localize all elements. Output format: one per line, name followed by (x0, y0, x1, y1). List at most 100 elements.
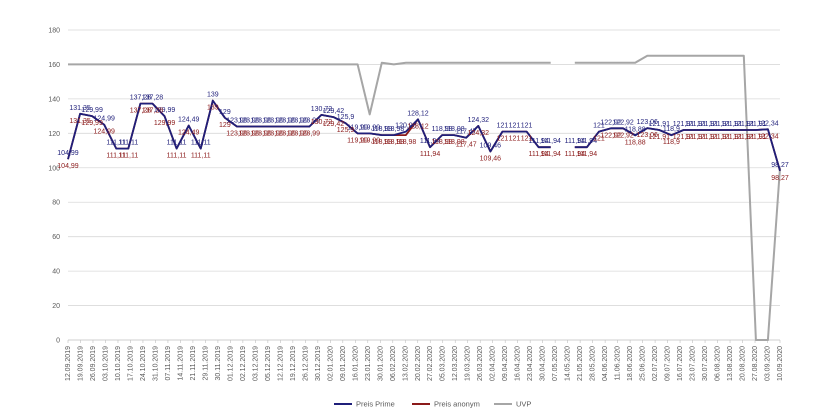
data-label-anonym: 118,98 (395, 139, 416, 146)
x-tick-label: 28.05.2020 (590, 346, 597, 381)
data-label-anonym: 121,91 (709, 134, 731, 141)
x-tick-label: 30.01.2020 (377, 346, 384, 381)
x-tick-label: 09.07.2020 (665, 346, 672, 381)
data-label-prime: 121,91 (745, 121, 767, 128)
data-label-prime: 121 (497, 123, 509, 130)
y-tick-label: 0 (56, 338, 60, 345)
x-tick-label: 18.06.2020 (627, 346, 634, 381)
data-label-prime: 129,42 (323, 108, 345, 115)
data-label-anonym: 121,91 (649, 134, 671, 141)
x-tick-label: 06.02.2020 (390, 346, 397, 381)
data-label-anonym: 124,32 (468, 130, 490, 137)
data-label-anonym: 137,28 (130, 108, 152, 115)
data-label-anonym: 121,91 (745, 134, 767, 141)
data-label-prime: 122,92 (600, 119, 622, 126)
data-label-prime: 129,99 (154, 107, 176, 114)
data-label-prime: 118,88 (625, 126, 646, 133)
x-tick-label: 17.10.2019 (127, 346, 134, 381)
x-tick-label: 10.09.2020 (777, 346, 784, 381)
x-tick-label: 14.05.2020 (565, 346, 572, 381)
data-label-prime: 121,91 (673, 121, 695, 128)
data-label-prime: 111,94 (577, 138, 597, 145)
data-label-prime: 111,94 (420, 138, 440, 145)
data-label-anonym: 121,91 (697, 134, 719, 141)
y-tick-label: 100 (48, 165, 60, 172)
data-label-prime: 118,98 (444, 126, 465, 133)
series-lines (67, 54, 781, 341)
x-tick-label: 23.01.2020 (365, 346, 372, 381)
data-label-anonym: 123,99 (226, 130, 248, 137)
x-tick-label: 20.02.2020 (415, 346, 422, 381)
data-label-prime: 123,99 (275, 117, 297, 124)
data-label-anonym: 111,11 (106, 153, 126, 160)
data-label-anonym: 123,99 (287, 130, 309, 137)
x-tick-label: 11.06.2020 (615, 346, 622, 381)
data-label-anonym: 121 (497, 136, 509, 143)
data-label-anonym: 129 (219, 122, 231, 129)
data-label-anonym: 119,99 (359, 137, 380, 144)
data-label-prime: 121,91 (685, 121, 707, 128)
x-tick-label: 02.07.2020 (652, 346, 659, 381)
y-tick-label: 140 (48, 96, 60, 103)
data-labels: 104,99131,35129,99124,99111,11111,11137,… (57, 92, 789, 182)
x-tick-label: 27.08.2020 (752, 346, 759, 381)
data-label-anonym: 137,28 (142, 108, 164, 115)
y-tick-label: 20 (52, 303, 60, 310)
data-label-prime: 123,99 (226, 117, 248, 124)
data-label-prime: 121 (593, 123, 605, 130)
x-tick-label: 07.05.2020 (552, 346, 559, 381)
data-label-anonym: 122,92 (612, 132, 634, 139)
data-label-prime: 137,28 (130, 95, 152, 102)
x-tick-label: 26.12.2019 (302, 346, 309, 381)
data-label-anonym: 104,99 (57, 163, 79, 170)
x-axis: 12.09.2019 19.09.2019 26.09.2019 03.10.2019… (65, 340, 784, 381)
y-tick-label: 40 (52, 269, 60, 276)
gridlines (68, 29, 780, 341)
data-label-prime: 111,11 (167, 140, 187, 147)
data-label-anonym: 139 (207, 105, 219, 112)
data-label-prime: 121,91 (697, 121, 719, 128)
data-label-anonym: 122,34 (757, 133, 779, 140)
data-label-anonym: 111,11 (167, 153, 187, 160)
x-tick-label: 13.08.2020 (727, 346, 734, 381)
x-tick-label: 25.06.2020 (640, 346, 647, 381)
data-label-prime: 120,98 (395, 123, 417, 130)
x-tick-label: 10.10.2019 (115, 346, 122, 381)
data-label-prime: 122,92 (612, 119, 634, 126)
data-label-anonym: 124,49 (178, 130, 200, 137)
data-label-anonym: 109,46 (480, 155, 502, 162)
data-label-prime: 124,32 (468, 117, 490, 124)
y-tick-label: 80 (52, 200, 60, 207)
data-label-prime: 122,34 (757, 120, 779, 127)
x-tick-label: 16.07.2020 (677, 346, 684, 381)
data-label-anonym: 111,94 (565, 151, 585, 158)
data-label-anonym: 121 (521, 136, 533, 143)
x-tick-label: 03.12.2019 (252, 346, 259, 381)
data-label-anonym: 111,94 (541, 151, 561, 158)
data-label-prime: 121,91 (721, 121, 743, 128)
x-tick-label: 12.03.2020 (452, 346, 459, 381)
legend-label: Preis anonym (434, 400, 480, 409)
x-tick-label: 03.10.2019 (102, 346, 109, 381)
series-line-preis-prime (67, 99, 781, 172)
data-label-prime: 118,98 (383, 126, 404, 133)
x-tick-label: 30.11.2019 (215, 346, 222, 381)
data-label-anonym: 121,91 (673, 134, 695, 141)
x-tick-label: 16.01.2020 (352, 346, 359, 381)
data-label-anonym: 118,98 (444, 139, 465, 146)
x-tick-label: 03.09.2020 (765, 346, 772, 381)
y-tick-label: 120 (48, 131, 60, 138)
data-label-prime: 111,11 (118, 140, 138, 147)
x-tick-label: 21.11.2019 (190, 346, 197, 381)
x-tick-label: 30.12.2019 (315, 346, 322, 381)
data-label-anonym: 123,06 (637, 132, 659, 139)
data-label-prime: 121 (521, 123, 533, 130)
data-label-prime: 111,11 (191, 140, 211, 147)
x-tick-label: 09.01.2020 (340, 346, 347, 381)
x-tick-label: 26.03.2020 (477, 346, 484, 381)
data-label-anonym: 131,35 (69, 118, 91, 125)
x-tick-label: 30.07.2020 (702, 346, 709, 381)
y-tick-label: 60 (52, 234, 60, 241)
data-label-prime: 118,98 (432, 126, 453, 133)
